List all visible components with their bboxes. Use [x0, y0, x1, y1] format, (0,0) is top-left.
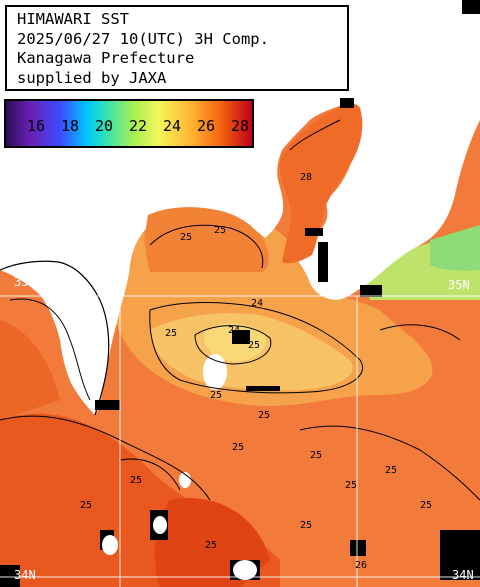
title-box: HIMAWARI SST 2025/06/27 10(UTC) 3H Comp.… — [5, 5, 349, 91]
lat-label: 35N — [14, 275, 36, 289]
title-line-2: 2025/06/27 10(UTC) 3H Comp. — [17, 29, 269, 48]
contour-value-label: 25 — [385, 465, 398, 476]
colorbar-legend — [4, 99, 254, 148]
lat-label: 34N — [14, 568, 36, 582]
colorbar-label: 22 — [129, 117, 148, 135]
colorbar-label: 20 — [95, 117, 114, 135]
contour-value-label: 25 — [300, 520, 313, 531]
title-line-4: supplied by JAXA — [17, 68, 167, 87]
contour-value-label: 25 — [420, 500, 433, 511]
contour-value-label: 25 — [248, 340, 261, 351]
contour-value-label: 25 — [130, 475, 143, 486]
contour-value-label: 28 — [300, 172, 313, 183]
contour-value-label: 25 — [180, 232, 193, 243]
contour-value-label: 25 — [205, 540, 218, 551]
bay-water — [145, 207, 269, 272]
contour-value-label: 25 — [165, 328, 178, 339]
colorbar-label: 18 — [61, 117, 80, 135]
contour-value-label: 25 — [80, 500, 93, 511]
warm-water-patch — [0, 320, 60, 420]
lat-label: 34N — [452, 568, 474, 582]
contour-value-label: 24 — [251, 298, 264, 309]
colorbar-label: 26 — [197, 117, 216, 135]
contour-value-label: 25 — [214, 225, 227, 236]
contour-value-label: 25 — [210, 390, 223, 401]
contour-value-label: 26 — [355, 560, 368, 571]
contour-value-label: 25 — [345, 480, 358, 491]
bay-water — [280, 103, 363, 264]
colorbar-label: 28 — [231, 117, 250, 135]
contour-value-label: 25 — [232, 442, 245, 453]
lat-label: 35N — [448, 278, 470, 292]
lat-lon-grid — [0, 295, 480, 587]
contour-value-label: 24 — [228, 325, 241, 336]
colorbar-label: 16 — [27, 117, 46, 135]
colorbar-label: 24 — [163, 117, 182, 135]
title-line-1: HIMAWARI SST — [17, 10, 129, 28]
coastline — [0, 260, 110, 416]
green-coastal-water — [430, 225, 480, 271]
colorbar-labels: 16 18 20 22 24 26 28 — [27, 117, 265, 135]
contour-value-label: 25 — [258, 410, 271, 421]
title-line-3: Kanagawa Prefecture — [17, 49, 195, 67]
contour-value-label: 25 — [310, 450, 323, 461]
